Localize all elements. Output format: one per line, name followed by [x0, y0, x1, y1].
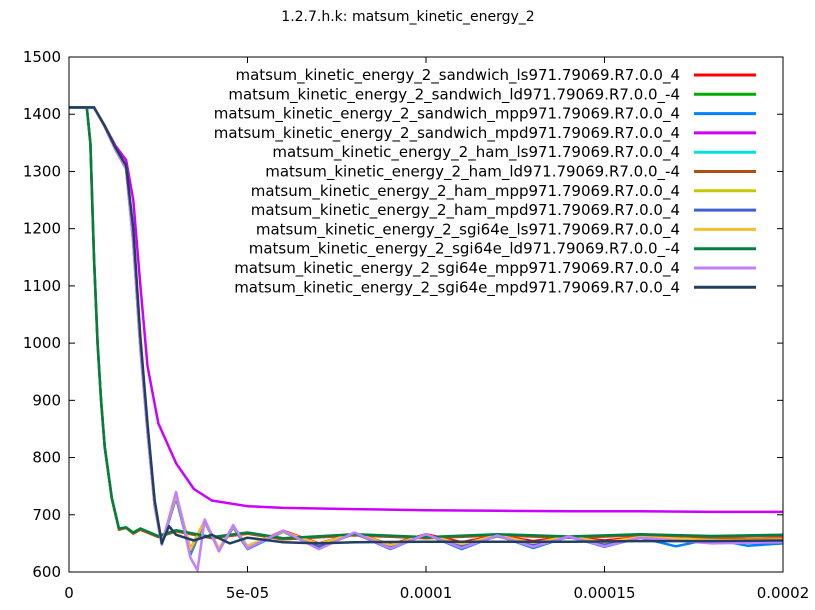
legend-label: matsum_kinetic_energy_2_sgi64e_mpp971.79…	[234, 259, 680, 278]
x-tick-label: 5e-05	[226, 584, 269, 602]
x-tick-label: 0.0001	[400, 584, 453, 602]
legend: matsum_kinetic_energy_2_sandwich_ls971.7…	[214, 66, 756, 297]
legend-label: matsum_kinetic_energy_2_sandwich_mpd971.…	[214, 124, 680, 143]
legend-label: matsum_kinetic_energy_2_sgi64e_mpd971.79…	[234, 278, 680, 297]
legend-label: matsum_kinetic_energy_2_sandwich_mpp971.…	[214, 105, 680, 124]
y-tick-label: 600	[32, 563, 61, 581]
x-tick-label: 0	[64, 584, 74, 602]
legend-label: matsum_kinetic_energy_2_ham_ld971.79069.…	[265, 163, 680, 182]
legend-label: matsum_kinetic_energy_2_sandwich_ld971.7…	[228, 85, 680, 104]
plot-lines	[69, 106, 784, 572]
legend-label: matsum_kinetic_energy_2_sgi64e_ls971.790…	[256, 220, 680, 239]
y-tick-label: 1200	[23, 220, 61, 238]
legend-label: matsum_kinetic_energy_2_sandwich_ls971.7…	[235, 66, 680, 85]
series-line	[69, 106, 784, 572]
y-tick-label: 1000	[23, 334, 61, 352]
legend-label: matsum_kinetic_energy_2_ham_mpd971.79069…	[251, 201, 680, 220]
series-line	[69, 106, 783, 514]
legend-label: matsum_kinetic_energy_2_ham_ls971.79069.…	[272, 143, 680, 162]
legend-label: matsum_kinetic_energy_2_ham_mpp971.79069…	[251, 182, 680, 201]
y-tick-label: 1400	[23, 105, 61, 123]
y-tick-label: 800	[32, 449, 61, 467]
legend-label: matsum_kinetic_energy_2_sgi64e_ld971.790…	[249, 240, 680, 259]
series-line	[69, 106, 784, 540]
y-tick-label: 1500	[23, 48, 61, 66]
y-tick-label: 1300	[23, 162, 61, 180]
x-tick-label: 0.00015	[573, 584, 635, 602]
y-tick-label: 900	[32, 391, 61, 409]
x-tick-label: 0.0002	[757, 584, 810, 602]
chart-title: 1.2.7.h.k: matsum_kinetic_energy_2	[281, 9, 534, 25]
axes: 600 700 800 900 1000 1100 1200 1300 1400 1500 0 5e-…	[23, 48, 809, 602]
y-tick-label: 700	[32, 506, 61, 524]
series-line	[69, 106, 784, 545]
y-tick-label: 1100	[23, 277, 61, 295]
